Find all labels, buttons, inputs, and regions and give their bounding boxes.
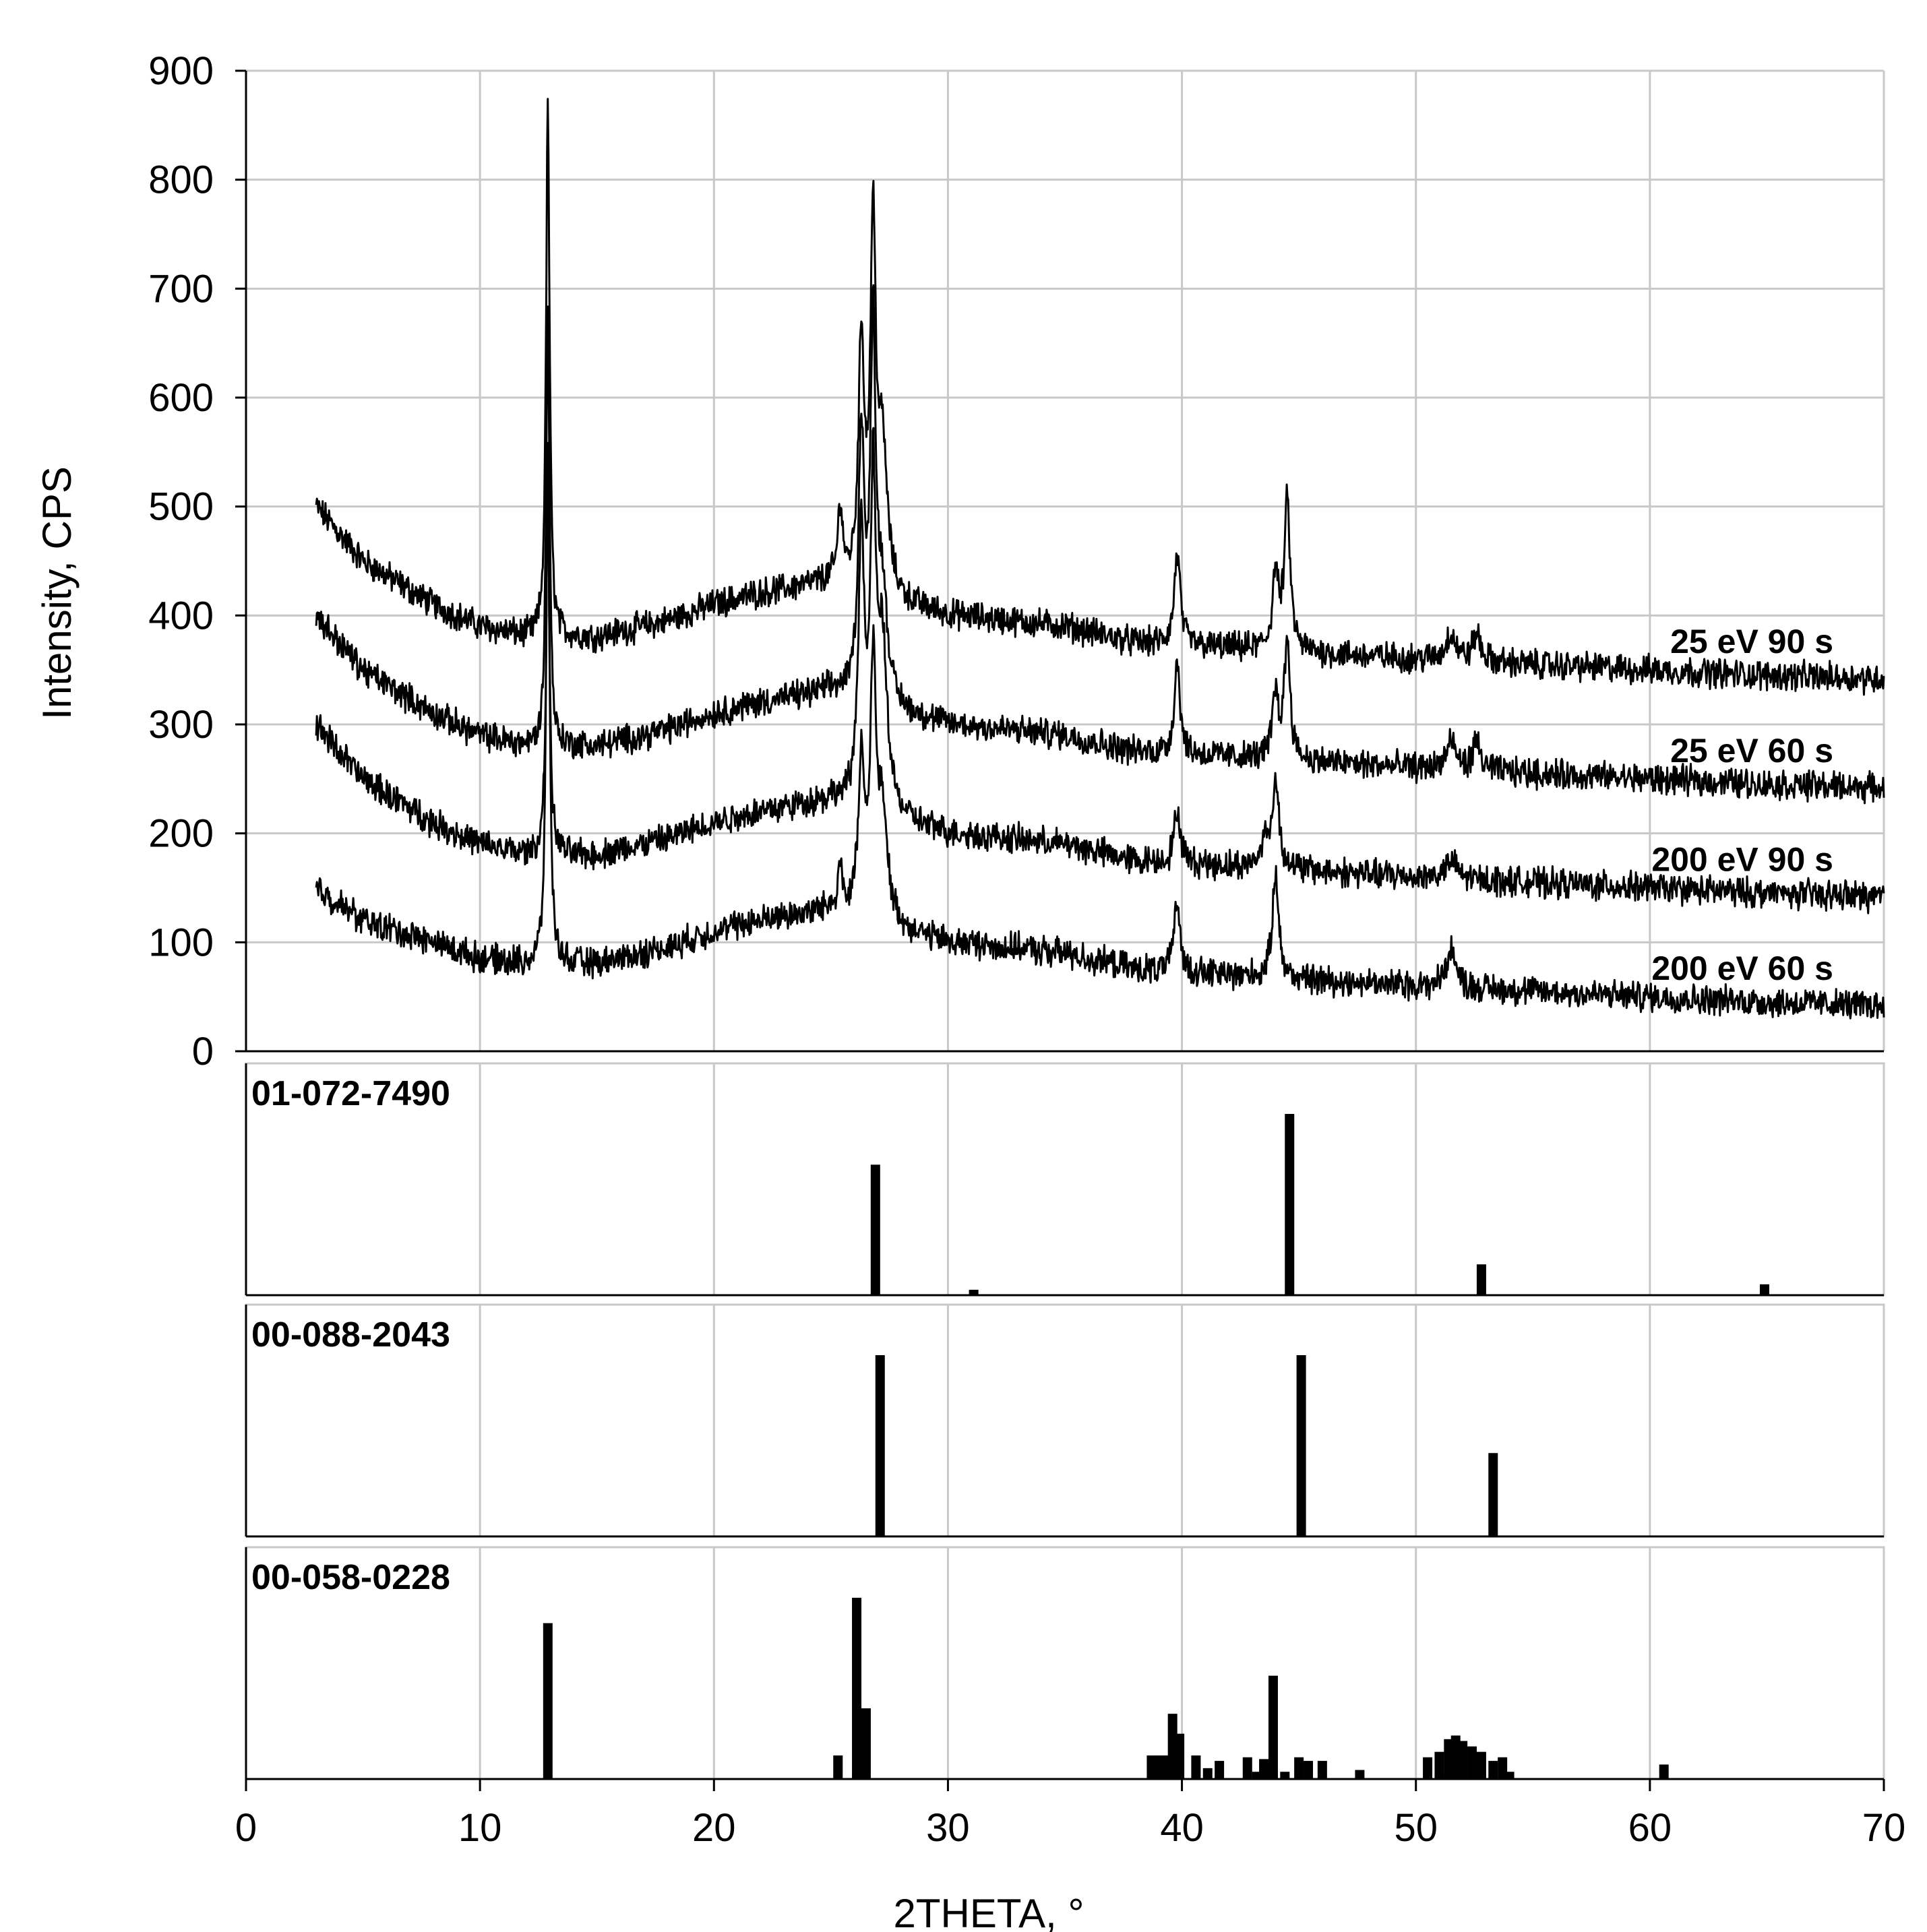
x-tick-label: 20: [692, 1806, 736, 1850]
y-tick-label: 600: [148, 376, 214, 420]
x-tick-label: 10: [458, 1806, 502, 1850]
reference-panel: 01-072-7490: [245, 1062, 1885, 1297]
xrd-trace: [315, 427, 1885, 914]
x-tick-label: 0: [235, 1806, 257, 1850]
x-tick-label: 50: [1394, 1806, 1438, 1850]
reference-peak-bar: [1355, 1770, 1365, 1779]
reference-peak-bar: [1252, 1772, 1262, 1779]
series-label: 200 eV 90 s: [1651, 840, 1833, 878]
reference-peak-bar: [852, 1598, 862, 1779]
reference-panel: 00-088-2043: [245, 1303, 1885, 1538]
y-tick-label: 200: [148, 812, 214, 856]
reference-peak-bar: [1434, 1751, 1444, 1779]
y-tick-label: 800: [148, 158, 214, 202]
y-tick-label: 400: [148, 594, 214, 637]
reference-peak-bar: [861, 1708, 871, 1779]
reference-peak-bar: [969, 1289, 979, 1295]
reference-peak-bar: [1285, 1114, 1295, 1295]
x-tick-label: 30: [926, 1806, 970, 1850]
reference-panel-frame: [245, 1546, 1885, 1780]
x-axis: 0 10 20 30 40 50 60 70: [235, 1779, 1905, 1850]
reference-peak-bar: [1294, 1757, 1304, 1779]
series-label: 25 eV 60 s: [1670, 732, 1833, 770]
reference-peak-bar: [1296, 1355, 1306, 1536]
main-plot-panel: 0 100 200 300 400 500 600 700 800 900 25 eV 90 s 25…: [148, 49, 1885, 1073]
reference-peak-bar: [1423, 1757, 1433, 1779]
reference-peak-bar: [870, 1164, 880, 1295]
xrd-trace: [315, 98, 1885, 696]
x-tick-label: 60: [1628, 1806, 1672, 1850]
y-tick-label: 700: [148, 267, 214, 311]
reference-peak-bar: [1215, 1761, 1225, 1779]
reference-peak-bar: [833, 1755, 843, 1779]
reference-peak-bar: [1317, 1761, 1327, 1779]
reference-peak-bar: [1458, 1741, 1468, 1779]
reference-pattern-label: 00-058-0228: [251, 1558, 450, 1597]
x-axis-title: 2THETA, °: [894, 1891, 1084, 1932]
y-tick-label: 300: [148, 703, 214, 747]
y-tick-label: 0: [192, 1030, 214, 1073]
reference-peak-bar: [1242, 1757, 1252, 1779]
reference-peak-bar: [1202, 1768, 1213, 1779]
reference-peak-bar: [1191, 1755, 1201, 1779]
reference-peak-bar: [1304, 1761, 1314, 1779]
reference-peak-bar: [1488, 1453, 1498, 1536]
reference-peak-bar: [1659, 1764, 1669, 1779]
reference-peak-bar: [1759, 1284, 1769, 1295]
reference-panel: 00-058-0228: [245, 1546, 1885, 1780]
x-tick-label: 40: [1160, 1806, 1204, 1850]
reference-pattern-label: 01-072-7490: [251, 1074, 450, 1113]
y-axis-title: Intensity, CPS: [34, 466, 80, 720]
reference-peak-bar: [1476, 1264, 1486, 1295]
reference-peak-bar: [1268, 1675, 1278, 1779]
series-label: 200 eV 60 s: [1651, 949, 1833, 987]
reference-peak-bar: [1476, 1751, 1486, 1779]
reference-pattern-panels: 01-072-7490 00-088-2043 00-058-0228: [245, 1062, 1885, 1780]
y-tick-label: 100: [148, 921, 214, 964]
xrd-trace: [315, 441, 1885, 1020]
y-tick-label: 500: [148, 485, 214, 529]
reference-peak-bar: [1259, 1759, 1269, 1779]
reference-peak-bar: [1488, 1761, 1498, 1779]
reference-peak-bar: [875, 1355, 885, 1536]
xrd-trace: [315, 284, 1885, 805]
reference-panel-frame: [245, 1303, 1885, 1538]
reference-pattern-label: 00-088-2043: [251, 1315, 450, 1354]
reference-peak-bar: [1175, 1733, 1185, 1779]
series-label: 25 eV 90 s: [1670, 623, 1833, 660]
x-tick-label: 70: [1862, 1806, 1906, 1850]
reference-peak-bar: [1504, 1772, 1515, 1779]
reference-peak-bar: [1280, 1772, 1290, 1779]
reference-panel-frame: [245, 1062, 1885, 1297]
y-tick-label: 900: [148, 49, 214, 93]
reference-peak-bar: [543, 1623, 553, 1779]
reference-peak-bar: [1467, 1746, 1477, 1779]
